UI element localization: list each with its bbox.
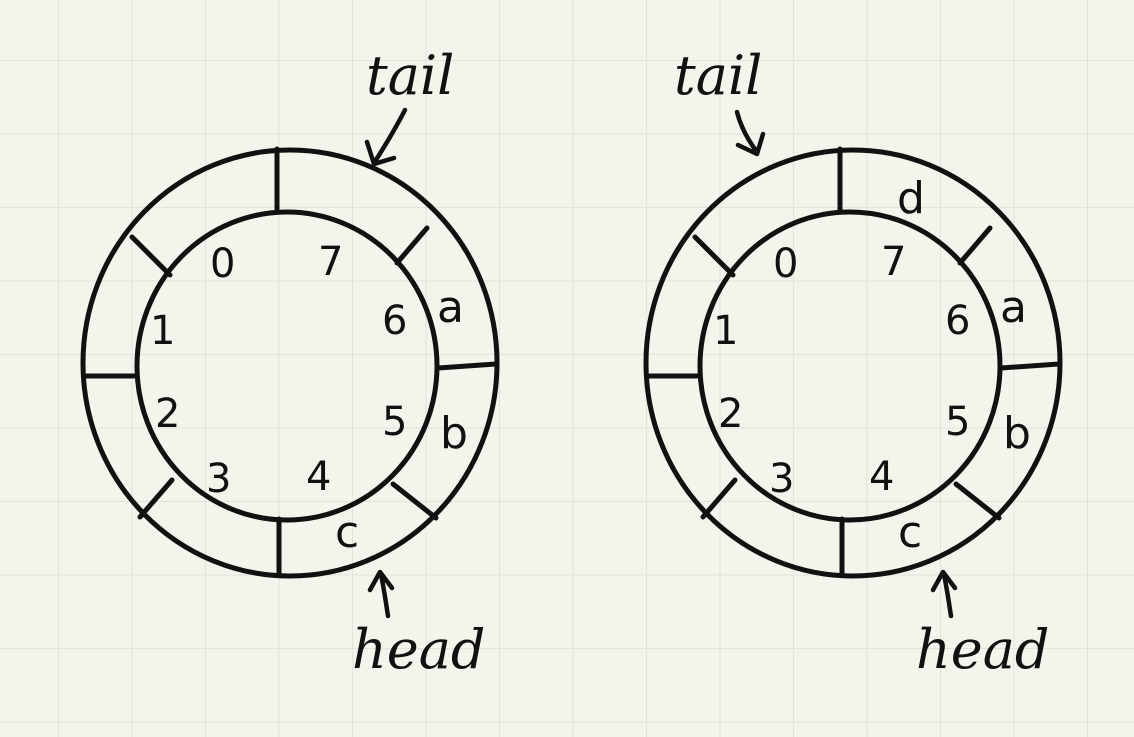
slot-index: 5 [945,399,970,445]
slot-value-4: c [335,507,359,558]
slot-index: 0 [210,241,235,287]
tail-label: tail [366,44,454,107]
head-arrow-icon [367,569,395,619]
slot-value-6: a [1000,282,1027,333]
slot-divider [129,234,173,278]
slot-index: 3 [769,456,794,502]
slot-index: 7 [881,239,906,285]
tail-label: tail [674,44,762,107]
slot-divider [957,225,993,266]
slot-divider [435,361,499,371]
slot-index: 4 [306,454,331,500]
slot-index: 3 [206,456,231,502]
slot-divider [998,361,1062,371]
slot-value-5: b [1003,408,1031,459]
slot-index: 7 [318,239,343,285]
slot-divider [953,481,1002,521]
tail-arrow-icon [364,107,408,167]
slot-index: 5 [382,399,407,445]
slot-divider [700,477,738,520]
slot-index: 1 [713,308,738,354]
slot-divider [692,234,736,278]
slot-divider [394,225,430,266]
inner-ring [697,209,1003,523]
slot-index: 4 [869,454,894,500]
slot-divider [137,477,175,520]
slot-index: 2 [155,391,180,437]
slot-index: 2 [718,391,743,437]
ring-buffer-right: 0 7 6 5 4 3 2 1 d a b c tail head [643,44,1063,681]
slot-index: 0 [773,241,798,287]
slot-value-7: d [897,173,925,224]
slot-value-5: b [440,408,468,459]
slot-index: 1 [150,308,175,354]
slot-value-6: a [437,282,464,333]
head-label: head [916,618,1050,681]
slot-value-4: c [898,507,922,558]
tail-arrow-icon [734,109,766,157]
slot-index: 6 [945,298,970,344]
ring-buffer-left: 0 7 6 5 4 3 2 1 a b c tail head [80,44,500,681]
head-arrow-icon [930,569,958,619]
inner-ring [134,209,440,523]
slot-index: 6 [382,298,407,344]
slot-divider [390,481,439,521]
head-label: head [352,618,486,681]
